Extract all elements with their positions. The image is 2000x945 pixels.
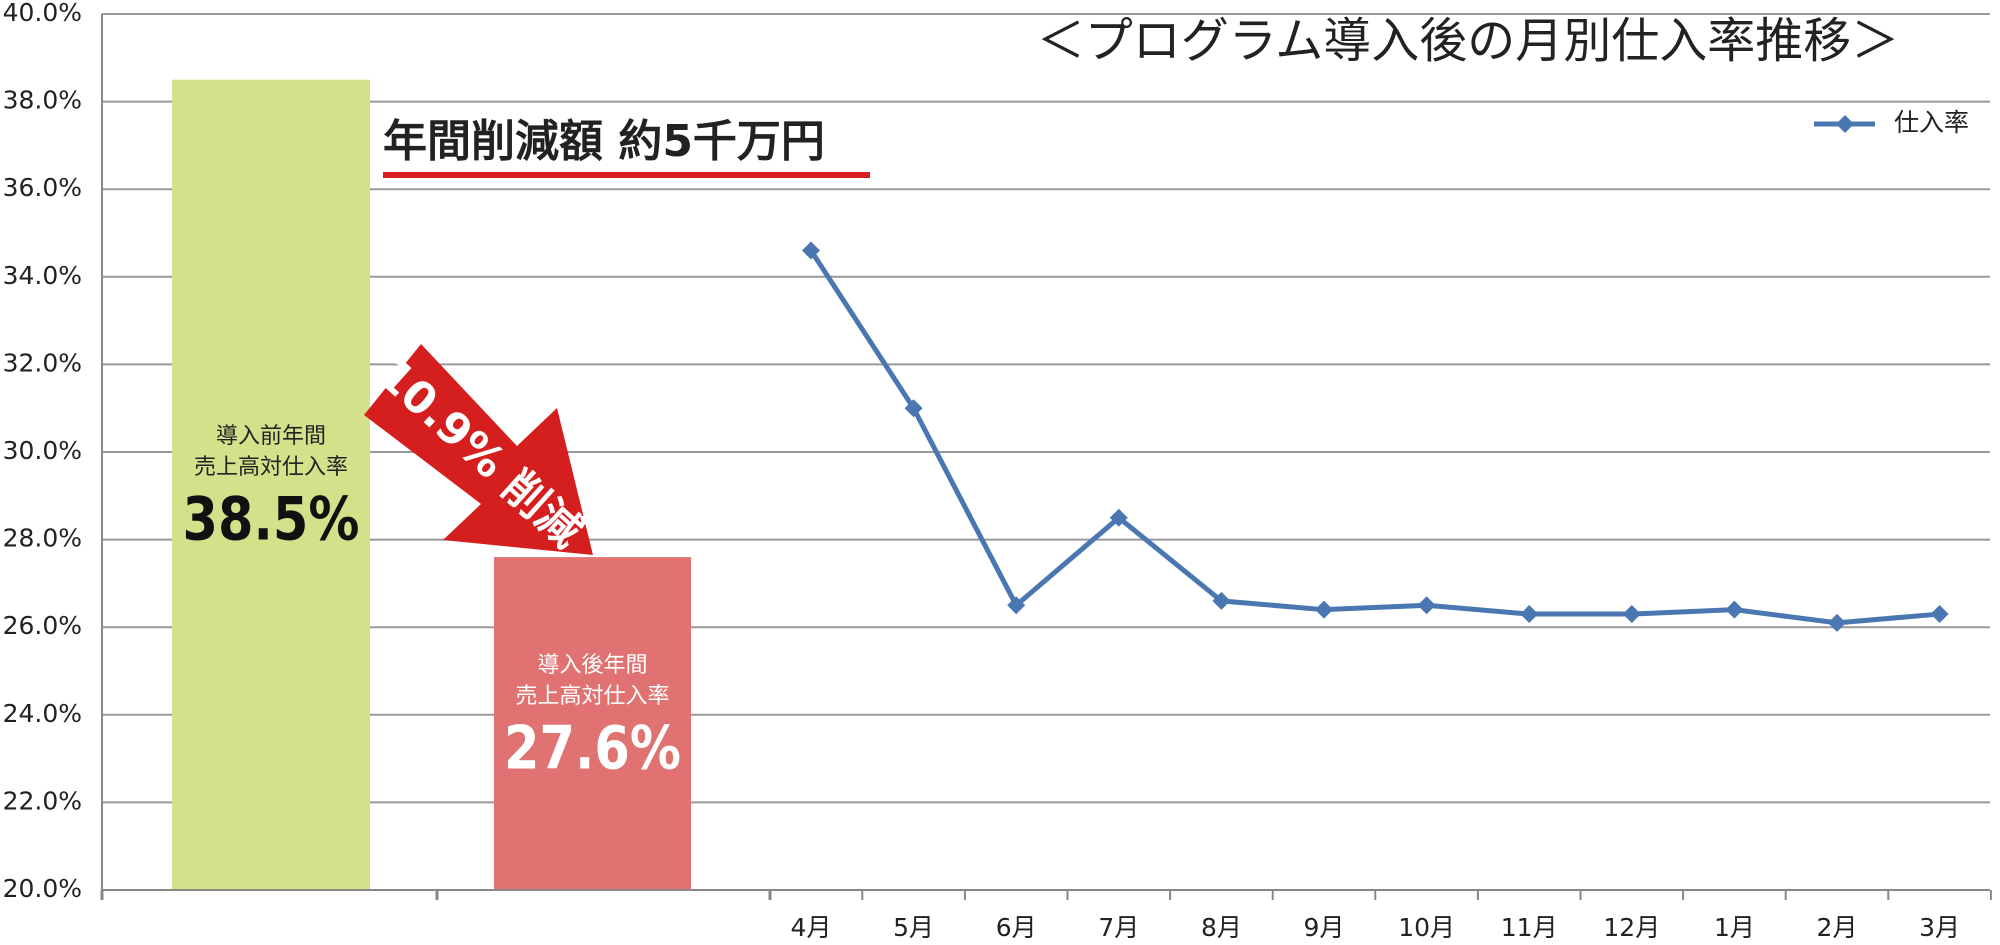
x-tick-label: 9月 xyxy=(1304,913,1345,942)
reduction-arrow xyxy=(364,344,593,555)
x-tick-label: 7月 xyxy=(1098,913,1139,942)
annotation: 年間削減額 約5千万円 xyxy=(383,116,825,167)
value-label: 27.6% xyxy=(504,713,681,783)
y-tick-label: 32.0% xyxy=(3,348,82,377)
marker xyxy=(1315,600,1333,619)
marker xyxy=(1725,600,1744,619)
x-tick-label: 8月 xyxy=(1201,913,1242,942)
legend-label: 仕入率 xyxy=(1894,108,1969,137)
marker xyxy=(1622,605,1641,624)
bar-label: 導入後年間 xyxy=(537,653,647,678)
bar-label: 売上高対仕入率 xyxy=(194,455,348,480)
y-tick-label: 30.0% xyxy=(3,436,82,465)
y-tick-label: 28.0% xyxy=(3,524,82,553)
x-tick-label: 5月 xyxy=(893,913,934,942)
y-tick-label: 40.0% xyxy=(3,0,82,27)
bar-label: 売上高対仕入率 xyxy=(515,684,669,709)
marker xyxy=(1417,596,1436,615)
x-tick-label: 1月 xyxy=(1714,913,1755,942)
x-tick-label: 6月 xyxy=(996,913,1037,942)
x-tick-label: 10月 xyxy=(1398,913,1455,942)
x-tick-label: 2月 xyxy=(1817,913,1858,942)
series-line xyxy=(808,249,1940,626)
marker xyxy=(1109,508,1128,527)
bar-label: 導入前年間 xyxy=(216,424,326,449)
y-tick-label: 34.0% xyxy=(3,261,82,290)
y-tick-label: 36.0% xyxy=(3,173,82,202)
marker xyxy=(1828,613,1846,632)
marker xyxy=(904,399,923,418)
marker xyxy=(1520,605,1539,624)
x-tick-label: 3月 xyxy=(1919,913,1960,942)
y-tick-label: 22.0% xyxy=(3,786,82,815)
chart-title: ＜プログラム導入後の月別仕入率推移＞ xyxy=(1037,13,1900,69)
legend-marker xyxy=(1836,115,1854,133)
y-tick-label: 24.0% xyxy=(3,699,82,728)
marker xyxy=(1007,596,1026,615)
marker xyxy=(1930,605,1949,624)
bar xyxy=(494,557,691,890)
annotation-underline xyxy=(383,172,870,178)
y-tick-label: 20.0% xyxy=(3,874,82,903)
x-tick-label: 4月 xyxy=(791,913,832,942)
y-tick-label: 26.0% xyxy=(3,611,82,640)
y-tick-label: 38.0% xyxy=(3,86,82,115)
value-label: 38.5% xyxy=(183,484,360,554)
bar xyxy=(172,79,370,890)
x-tick-label: 12月 xyxy=(1603,913,1660,942)
marker xyxy=(1212,591,1231,610)
x-tick-label: 11月 xyxy=(1501,913,1558,942)
marker xyxy=(802,241,820,260)
